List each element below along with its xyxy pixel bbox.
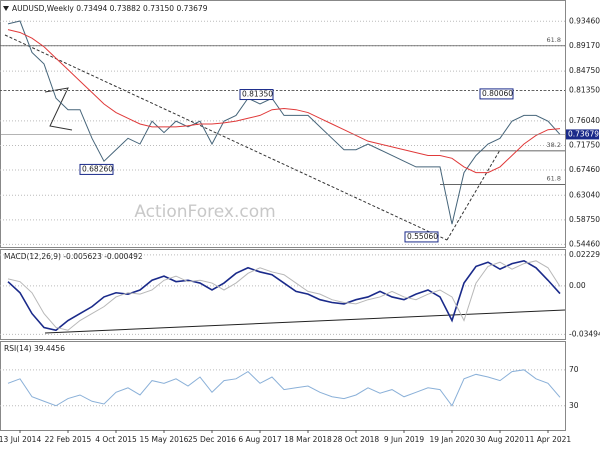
y-tick-label: 0.81350	[569, 86, 600, 95]
y-tick-label: 0.71750	[569, 140, 600, 149]
point-label: 0.81350	[242, 90, 273, 99]
x-tick-label: 13 Jul 2014	[0, 435, 41, 444]
collapse-icon	[3, 6, 9, 11]
watermark: ActionForex.com	[134, 202, 275, 222]
x-tick-label: 6 Aug 2017	[238, 435, 281, 444]
x-tick-label: 18 Mar 2018	[284, 435, 332, 444]
y-tick-label: 0.00	[569, 281, 586, 290]
pattern	[44, 87, 73, 131]
rsi-panel	[0, 341, 566, 431]
price-panel	[0, 0, 566, 248]
y-tick-label: 0.022295	[569, 250, 600, 259]
y-tick-label: 0.58750	[569, 215, 600, 224]
x-tick-label: 15 May 2016	[140, 435, 189, 444]
x-tick-label: 28 Oct 2018	[333, 435, 380, 444]
y-tick-label: 70	[569, 365, 579, 374]
trendline	[446, 149, 501, 241]
x-tick-label: 11 Apr 2021	[525, 435, 572, 444]
series-line	[7, 260, 561, 331]
y-tick-label: -0.034948	[569, 329, 600, 338]
x-tick-label: 25 Dec 2016	[188, 435, 236, 444]
price-label: 0.73679	[568, 129, 599, 138]
trendline	[4, 34, 448, 241]
y-tick-label: 0.93460	[569, 16, 600, 25]
series-line	[7, 259, 561, 332]
level-label: 61.8	[547, 36, 561, 44]
series-line	[7, 20, 561, 225]
macd-title: MACD(12,26,9) -0.005623 -0.000492	[4, 252, 143, 261]
x-tick-label: 4 Oct 2015	[95, 435, 137, 444]
y-tick-label: 30	[569, 401, 579, 410]
point-label: 0.80060	[482, 89, 513, 98]
series-line	[7, 29, 561, 174]
point-label-box	[404, 231, 439, 243]
x-tick-label: 9 Jun 2019	[384, 435, 425, 444]
level-label: 38.2	[547, 141, 561, 149]
x-tick-label: 19 Jan 2020	[430, 435, 475, 444]
series-line	[7, 369, 561, 407]
y-tick-label: 0.76040	[569, 116, 600, 125]
point-label-box	[479, 88, 514, 100]
y-tick-label: 0.84750	[569, 66, 600, 75]
y-tick-label: 0.89170	[569, 41, 600, 50]
macd-trendline	[44, 309, 566, 334]
rsi-title: RSI(14) 39.4456	[4, 344, 65, 353]
macd-panel	[0, 249, 566, 340]
level-label: 61.8	[547, 175, 561, 183]
price-title: AUDUSD,Weekly 0.73494 0.73882 0.73150 0.…	[12, 4, 208, 13]
point-label: 0.55060	[407, 232, 438, 241]
y-tick-label: 0.54460	[569, 239, 600, 248]
y-tick-label: 0.67460	[569, 165, 600, 174]
point-label-box	[239, 89, 274, 101]
price-box	[566, 129, 599, 140]
point-label: 0.68260	[82, 164, 113, 173]
x-tick-label: 22 Feb 2015	[45, 435, 92, 444]
point-label-box	[79, 163, 114, 175]
y-tick-label: 0.63040	[569, 190, 600, 199]
x-tick-label: 30 Aug 2020	[476, 435, 524, 444]
